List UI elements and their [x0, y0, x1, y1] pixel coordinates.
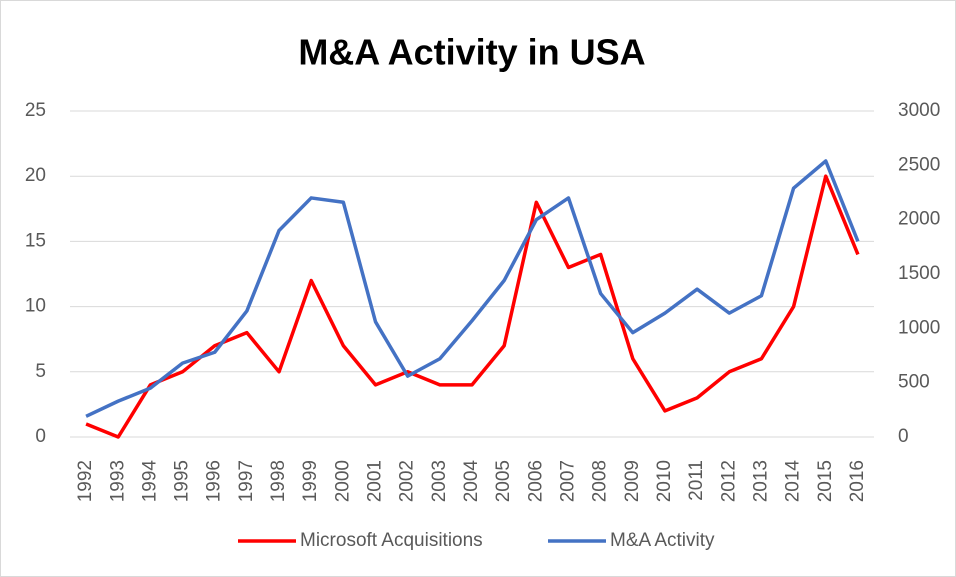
x-tick-label: 2007	[557, 460, 578, 502]
x-tick-label: 2010	[654, 460, 675, 502]
y2-tick-label: 500	[898, 372, 930, 393]
legend-label: Microsoft Acquisitions	[300, 530, 483, 551]
x-tick-label: 2003	[429, 460, 450, 502]
x-tick-label: 1995	[172, 460, 193, 502]
y2-tick-label: 2000	[898, 209, 940, 230]
y-tick-label: 20	[25, 165, 46, 186]
x-tick-label: 2016	[847, 460, 868, 502]
x-tick-label: 2004	[461, 460, 482, 503]
x-tick-label: 2005	[493, 460, 514, 502]
x-tick-label: 1993	[107, 460, 128, 502]
y-tick-label: 0	[35, 426, 46, 447]
x-tick-label: 2006	[525, 460, 546, 502]
x-tick-label: 2002	[397, 460, 418, 502]
x-tick-label: 2014	[783, 460, 804, 503]
chart-title: M&A Activity in USA	[298, 32, 645, 73]
y-tick-label: 15	[25, 230, 46, 251]
y2-tick-label: 1000	[898, 317, 940, 338]
x-tick-label: 1992	[75, 460, 96, 502]
y2-tick-label: 1500	[898, 263, 940, 284]
y2-tick-label: 2500	[898, 154, 940, 175]
x-tick-label: 1999	[300, 460, 321, 502]
y-tick-label: 5	[35, 361, 46, 382]
x-tick-label: 2015	[815, 460, 836, 502]
x-tick-label: 2009	[622, 460, 643, 502]
x-tick-label: 2011	[686, 460, 707, 501]
x-tick-label: 2008	[590, 460, 611, 502]
x-tick-label: 2000	[332, 460, 353, 502]
x-tick-label: 2013	[750, 460, 771, 502]
x-tick-label: 2001	[365, 460, 386, 502]
y2-tick-label: 0	[898, 426, 909, 447]
legend-label: M&A Activity	[610, 530, 715, 551]
series-line	[85, 159, 860, 418]
x-tick-label: 2012	[718, 460, 739, 502]
x-tick-label: 1997	[236, 460, 257, 502]
x-tick-label: 1996	[204, 460, 225, 502]
series-line	[85, 174, 860, 439]
y-tick-label: 10	[25, 296, 46, 317]
y-tick-label: 25	[25, 100, 46, 121]
x-tick-label: 1994	[139, 460, 160, 503]
x-tick-label: 1998	[268, 460, 289, 502]
y2-tick-label: 3000	[898, 100, 940, 121]
